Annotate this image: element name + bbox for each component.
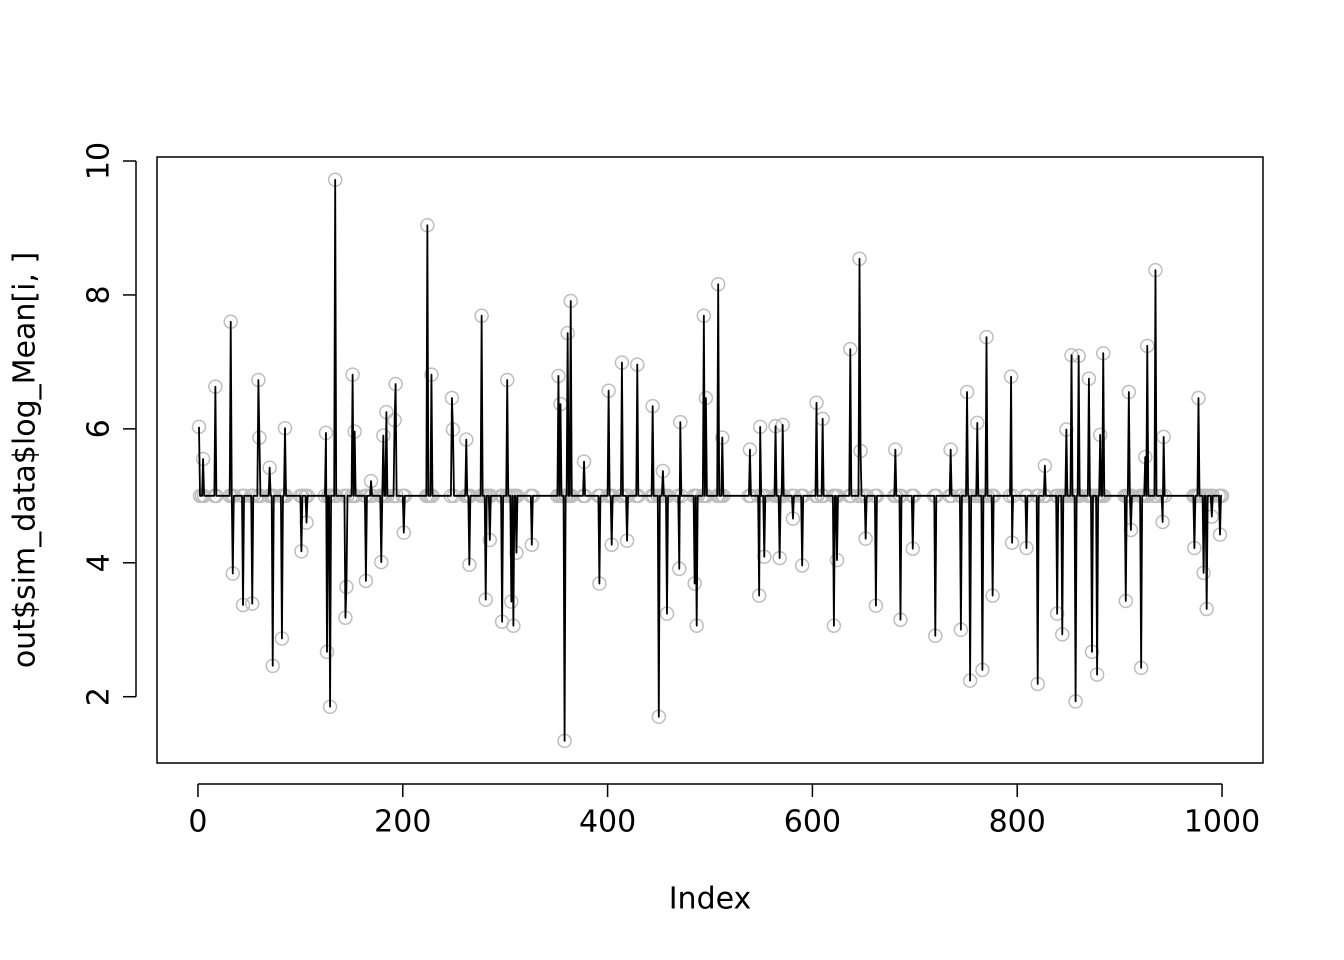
y-tick-label: 10 [82,142,117,180]
x-tick-label: 200 [374,805,431,840]
y-tick-label: 6 [82,419,117,438]
x-tick-label: 600 [784,805,841,840]
x-tick-label: 0 [188,805,207,840]
x-tick-label: 400 [579,805,636,840]
x-axis-label: Index [669,882,752,917]
x-tick-label: 800 [989,805,1046,840]
y-tick-label: 4 [82,553,117,572]
plot-frame [156,156,1264,764]
data-line [198,178,1223,742]
y-tick-label: 2 [82,687,117,706]
y-axis-label: out$sim_data$log_Mean[i, ] [8,252,43,668]
x-tick-label: 1000 [1184,805,1260,840]
y-tick-label: 8 [82,285,117,304]
